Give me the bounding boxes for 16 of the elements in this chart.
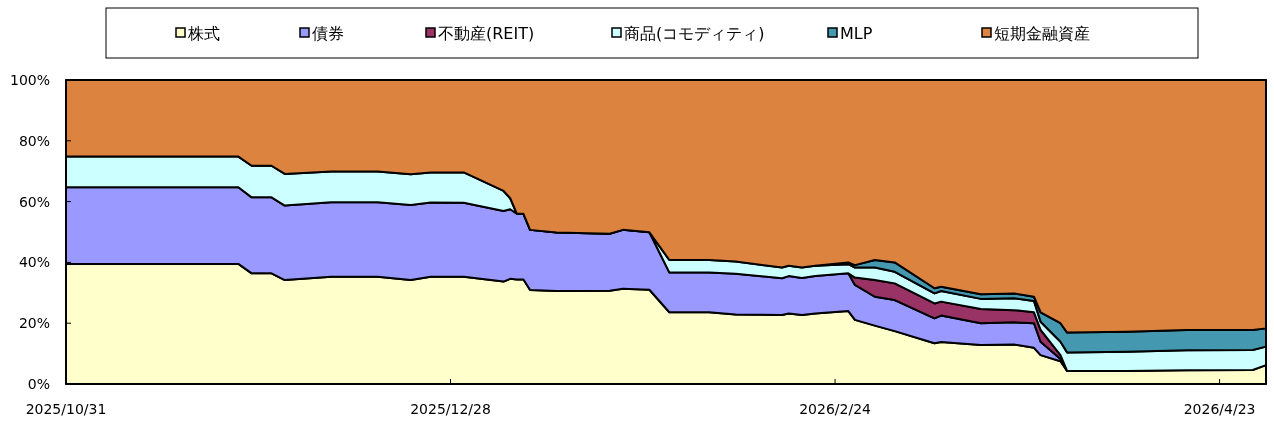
legend-label: 商品(コモディティ) [624, 24, 765, 43]
legend-label: 短期金融資産 [994, 24, 1090, 43]
legend-label: 不動産(REIT) [438, 24, 535, 43]
legend-label: 債券 [312, 24, 344, 43]
legend-label: 株式 [187, 24, 220, 43]
x-tick-label: 2026/4/23 [1183, 401, 1256, 417]
legend-label: MLP [840, 24, 873, 43]
y-tick-label: 80% [18, 132, 50, 149]
x-tick-label: 2026/2/24 [799, 401, 872, 417]
y-tick-label: 40% [18, 254, 50, 271]
y-tick-label: 100% [9, 72, 50, 88]
x-tick-label: 2025/12/28 [410, 401, 491, 417]
x-tick-label: 2025/10/31 [25, 401, 107, 417]
y-tick-label: 20% [18, 315, 50, 332]
y-tick-label: 60% [18, 193, 50, 210]
y-tick-label: 0% [27, 376, 50, 392]
